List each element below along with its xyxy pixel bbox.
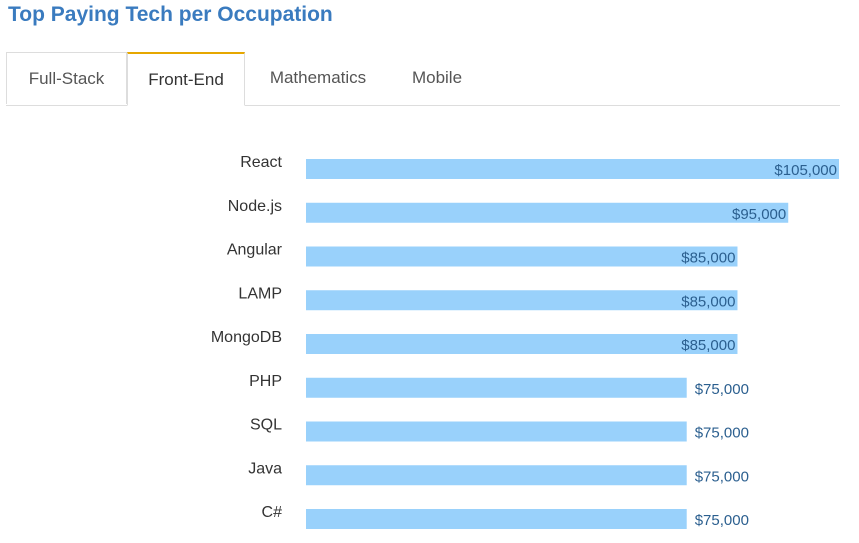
bar-angular[interactable] (306, 246, 738, 267)
bar-lamp[interactable] (306, 290, 738, 311)
category-label-react: React (240, 154, 282, 171)
bar-sql[interactable] (306, 421, 687, 442)
category-label-lamp: LAMP (238, 285, 282, 302)
value-label-node-js: $95,000 (732, 206, 786, 223)
occupation-tabs: Full-Stack Front-End Mathematics Mobile (6, 52, 840, 106)
salary-bar-chart: React $105,000 Node.js $95,000 Angular $85,00… (211, 154, 839, 529)
bar-node-js[interactable] (306, 202, 789, 223)
value-label-mongodb: $85,000 (681, 337, 735, 354)
tab-mathematics[interactable]: Mathematics (269, 68, 367, 87)
value-label-php: $75,000 (695, 381, 749, 398)
bar-react[interactable] (306, 159, 839, 179)
category-label-java: Java (248, 460, 282, 477)
value-label-lamp: $85,000 (681, 293, 735, 310)
value-label-sql: $75,000 (695, 425, 749, 442)
tab-front-end[interactable]: Front-End (127, 52, 245, 106)
tab-full-stack[interactable]: Full-Stack (6, 52, 127, 104)
bar-c[interactable] (306, 509, 687, 529)
category-label-angular: Angular (227, 242, 283, 259)
value-label-angular: $85,000 (681, 250, 735, 267)
page-title: Top Paying Tech per Occupation (8, 3, 333, 26)
value-label-java: $75,000 (695, 468, 749, 485)
category-label-c: C# (262, 504, 283, 521)
bar-mongodb[interactable] (306, 334, 738, 354)
tab-mobile[interactable]: Mobile (411, 68, 463, 87)
category-label-php: PHP (249, 373, 282, 390)
value-label-c: $75,000 (695, 512, 749, 529)
bar-java[interactable] (306, 465, 687, 486)
category-label-node-js: Node.js (228, 198, 282, 215)
category-label-mongodb: MongoDB (211, 329, 282, 346)
value-label-react: $105,000 (774, 162, 837, 179)
bar-php[interactable] (306, 377, 687, 398)
category-label-sql: SQL (250, 417, 282, 434)
